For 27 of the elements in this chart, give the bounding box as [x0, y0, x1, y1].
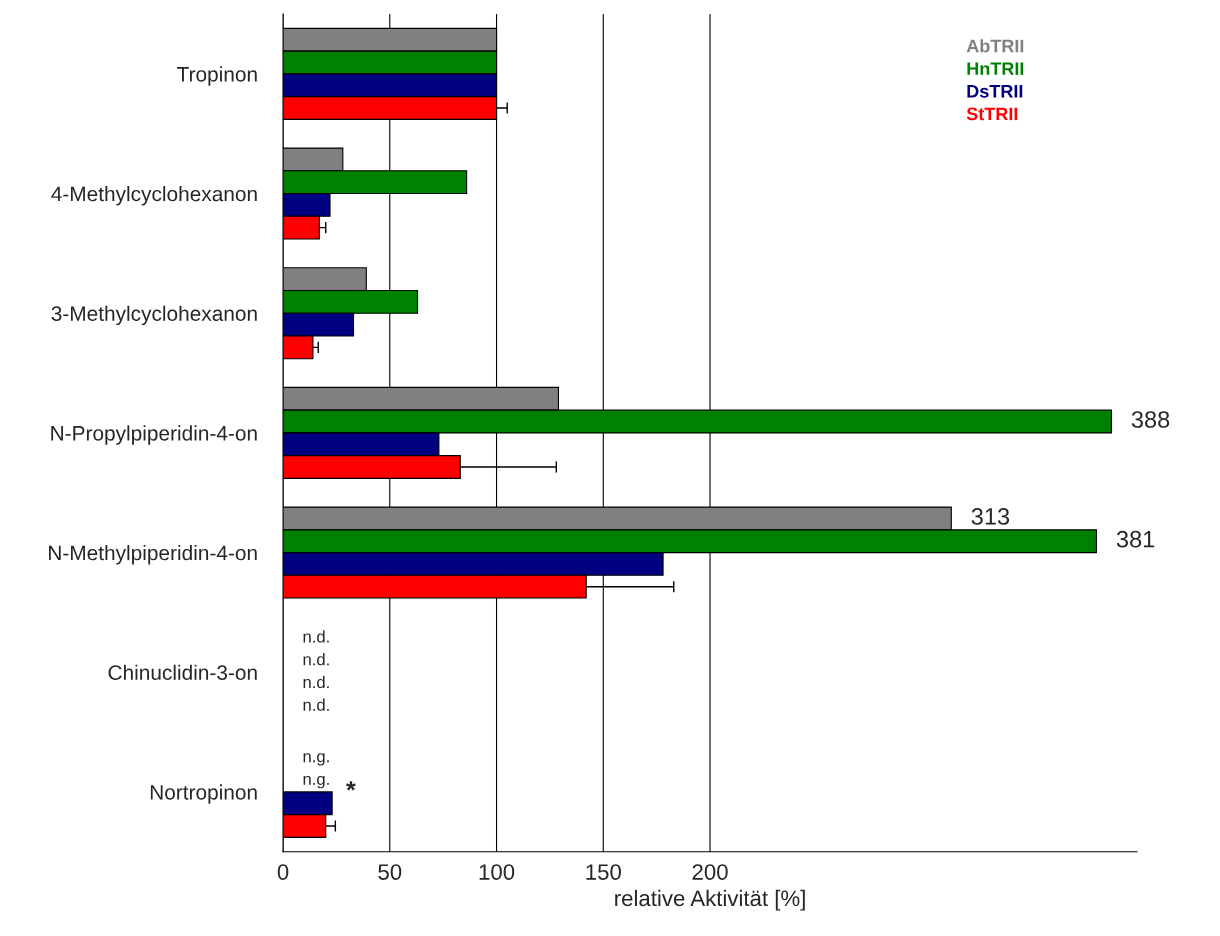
text: HnTRII	[967, 62, 1024, 75]
y-tick-label: N-Methylpiperidin-4-on	[49, 545, 257, 565]
y-tick-label: 3-Methylcyclohexanon	[51, 305, 257, 326]
y-tick-label: Nortropinon	[150, 784, 257, 804]
text: n.g.	[303, 753, 329, 766]
x-tick-label: 100	[479, 864, 515, 880]
x-tick-label: 200	[692, 864, 728, 880]
x-tick-label: 150	[586, 864, 621, 880]
y-tick-label: Chinuclidin-3-on	[108, 664, 257, 680]
y-tick-label: N-Propylpiperidin-4-on	[51, 425, 257, 445]
text: AbTRII	[966, 39, 1024, 53]
text: n.d.	[303, 675, 329, 689]
text: n.d.	[303, 630, 329, 643]
x-tick-label: 50	[378, 864, 402, 880]
data-label: 388	[1131, 411, 1170, 428]
y-tick-label: 4-Methylcyclohexanon	[51, 186, 257, 206]
y-tick-label: Tropinon	[177, 66, 257, 86]
x-axis-title: relative Aktivität [%]	[615, 889, 805, 911]
text: n.d.	[303, 698, 329, 711]
text: n.g.	[303, 775, 329, 789]
text: StTRII	[966, 107, 1018, 121]
data-label: 381	[1116, 530, 1155, 548]
annotation: *	[346, 781, 356, 791]
x-tick-label: 0	[277, 864, 289, 880]
text: n.d.	[303, 653, 329, 666]
data-label: 313	[971, 508, 1010, 525]
text: DsTRII	[967, 85, 1023, 98]
